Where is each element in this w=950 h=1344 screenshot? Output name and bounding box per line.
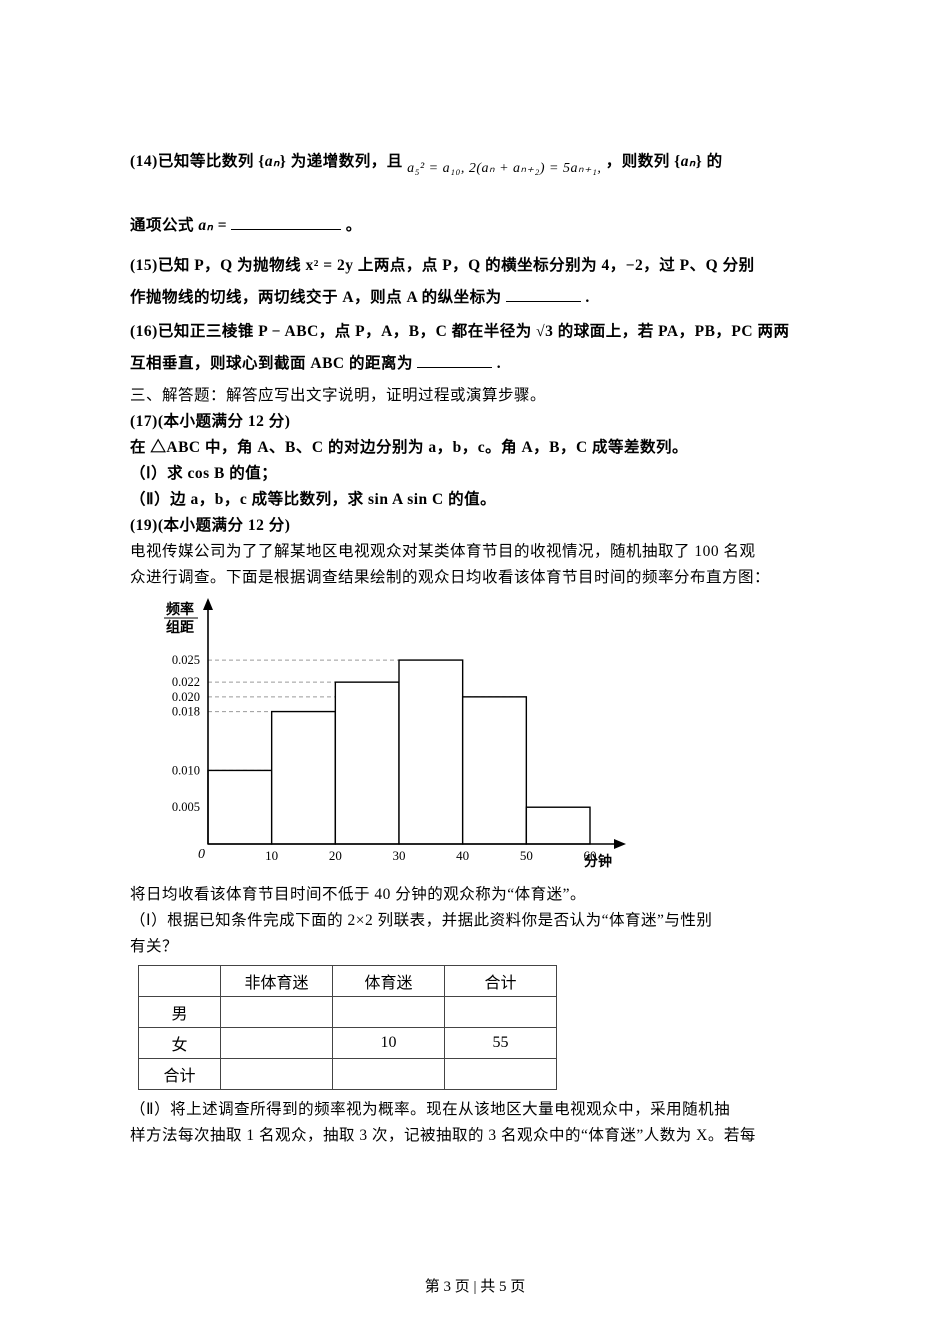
- table-header: [139, 966, 221, 997]
- table-cell: 男: [139, 997, 221, 1028]
- table-cell: [221, 1059, 333, 1090]
- q19-after1: 将日均收看该体育节目时间不低于 40 分钟的观众称为“体育迷”。: [130, 883, 820, 907]
- q14-text-a: (14)已知等比数列 {: [130, 153, 265, 170]
- table-cell: 合计: [139, 1059, 221, 1090]
- spacer: [130, 240, 820, 254]
- spacer: [130, 312, 820, 320]
- q16-line1: (16)已知正三棱锥 P − ABC，点 P，A，B，C 都在半径为 √3 的球…: [130, 320, 820, 344]
- table-cell: [333, 1059, 445, 1090]
- table-row: 男: [139, 997, 557, 1028]
- svg-text:0.022: 0.022: [172, 675, 200, 689]
- table-header: 体育迷: [333, 966, 445, 997]
- q19-head: (19)(本小题满分 12 分): [130, 514, 820, 538]
- table-header: 合计: [445, 966, 557, 997]
- q15-blank: [506, 287, 581, 303]
- table-cell: [445, 997, 557, 1028]
- histogram-figure: 频率组距 0.025 0.0220.0200.018 0.010 0.005 10 20 30…: [130, 596, 820, 881]
- q15-l2-a: 作抛物线的切线，两切线交于 A，则点 A 的纵坐标为: [130, 289, 502, 306]
- q15-l2-end: .: [585, 289, 589, 306]
- svg-text:0.025: 0.025: [172, 653, 200, 667]
- table-row: 合计: [139, 1059, 557, 1090]
- q14-text-c: ，则数列 {: [606, 153, 681, 170]
- table-cell: [445, 1059, 557, 1090]
- q14-l2-a: 通项公式: [130, 217, 198, 234]
- q14-formula: a₅² = a₁₀, 2(aₙ + aₙ₊₂) = 5aₙ₊₁,: [407, 161, 601, 176]
- q14-l2-b: aₙ: [198, 217, 213, 234]
- q14-line2: 通项公式 aₙ = 。: [130, 214, 820, 238]
- table-cell: 10: [333, 1028, 445, 1059]
- q17-l1: 在 △ABC 中，角 A、B、C 的对边分别为 a，b，c。角 A，B，C 成等…: [130, 436, 820, 460]
- q14-text-d: } 的: [696, 153, 723, 170]
- q16-line2: 互相垂直，则球心到截面 ABC 的距离为 .: [130, 352, 820, 376]
- q16-l2-a: 互相垂直，则球心到截面 ABC 的距离为: [130, 355, 413, 372]
- page-footer: 第 3 页 | 共 5 页: [0, 1275, 950, 1296]
- q14-l2-end: 。: [346, 217, 362, 234]
- q19-after3: 有关？: [130, 935, 820, 959]
- page-content: (14)已知等比数列 {aₙ} 为递增数列，且 a₅² = a₁₀, 2(aₙ …: [0, 0, 950, 1148]
- q14-text-b: } 为递增数列，且: [280, 153, 407, 170]
- svg-text:30: 30: [393, 848, 406, 863]
- q14-an-1: aₙ: [265, 153, 280, 170]
- q15-line2: 作抛物线的切线，两切线交于 A，则点 A 的纵坐标为 .: [130, 286, 820, 310]
- svg-text:0: 0: [198, 847, 205, 862]
- svg-text:50: 50: [520, 848, 533, 863]
- q19-l1: 电视传媒公司为了了解某地区电视观众对某类体育节目的收视情况，随机抽取了 100 …: [130, 540, 820, 564]
- table-cell: [333, 997, 445, 1028]
- q16-blank: [417, 353, 492, 369]
- svg-text:0.018: 0.018: [172, 705, 200, 719]
- table-cell: [221, 1028, 333, 1059]
- svg-text:0.005: 0.005: [172, 800, 200, 814]
- contingency-table: 非体育迷体育迷合计男女1055合计: [138, 965, 557, 1090]
- q17-l3: （Ⅱ）边 a，b，c 成等比数列，求 sin A sin C 的值。: [130, 488, 820, 512]
- q19-after5: 样方法每次抽取 1 名观众，抽取 3 次，记被抽取的 3 名观众中的“体育迷”人…: [130, 1124, 820, 1148]
- table-cell: 55: [445, 1028, 557, 1059]
- q14-l2-c: =: [218, 217, 227, 234]
- section3-heading: 三、解答题：解答应写出文字说明，证明过程或演算步骤。: [130, 384, 820, 408]
- table-row: 女 1055: [139, 1028, 557, 1059]
- svg-text:10: 10: [265, 848, 278, 863]
- svg-text:0.010: 0.010: [172, 764, 200, 778]
- q19-l2: 众进行调查。下面是根据调查结果绘制的观众日均收看该体育节目时间的频率分布直方图：: [130, 566, 820, 590]
- q17-l2: （Ⅰ）求 cos B 的值；: [130, 462, 820, 486]
- table-cell: [221, 997, 333, 1028]
- q14-an-2: aₙ: [681, 153, 696, 170]
- q19-after2: （Ⅰ）根据已知条件完成下面的 2×2 列联表，并据此资料你是否认为“体育迷”与性…: [130, 909, 820, 933]
- svg-text:20: 20: [329, 848, 342, 863]
- table-header: 非体育迷: [221, 966, 333, 997]
- q14-blank: [231, 215, 341, 231]
- q17-head: (17)(本小题满分 12 分): [130, 410, 820, 434]
- spacer: [130, 176, 820, 214]
- q16-l2-end: .: [497, 355, 501, 372]
- histogram-svg: 频率组距 0.025 0.0220.0200.018 0.010 0.005 10 20 30…: [130, 596, 630, 876]
- svg-text:频率: 频率: [166, 601, 194, 618]
- q15-line1: (15)已知 P，Q 为抛物线 x² = 2y 上两点，点 P，Q 的横坐标分别…: [130, 254, 820, 278]
- svg-text:0.020: 0.020: [172, 690, 200, 704]
- svg-text:分钟: 分钟: [584, 853, 612, 870]
- svg-text:40: 40: [456, 848, 469, 863]
- table-cell: 女: [139, 1028, 221, 1059]
- svg-text:组距: 组距: [166, 619, 194, 636]
- q19-after4: （Ⅱ）将上述调查所得到的频率视为概率。现在从该地区大量电视观众中，采用随机抽: [130, 1098, 820, 1122]
- q14-line1: (14)已知等比数列 {aₙ} 为递增数列，且 a₅² = a₁₀, 2(aₙ …: [130, 150, 820, 174]
